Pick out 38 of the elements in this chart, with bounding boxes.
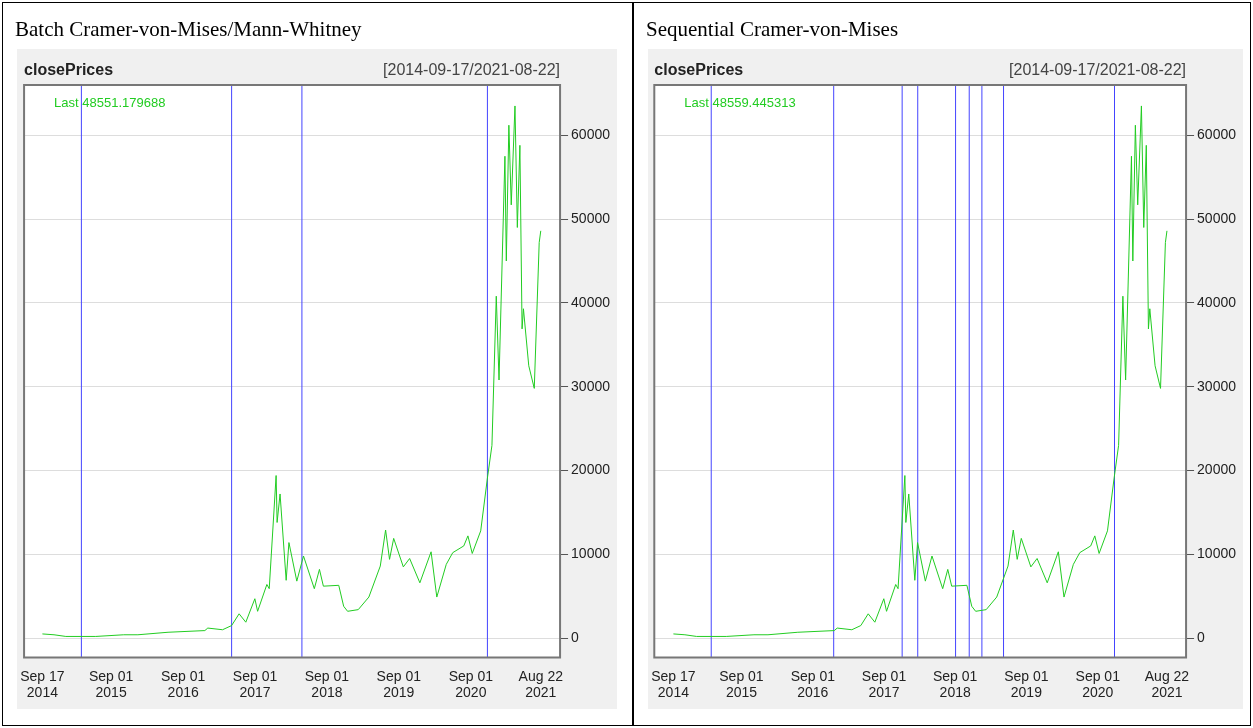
y-tick-label: 60000 bbox=[1197, 126, 1237, 143]
x-tick-label: Sep 01 2017 bbox=[232, 667, 278, 701]
text: [2014-09-17/2021-08-22] bbox=[1009, 61, 1187, 78]
y-tick-label: 20000 bbox=[1197, 461, 1237, 478]
y-tick-label: 40000 bbox=[1197, 293, 1237, 310]
chart-title: Sequential Cramer-von-Mises bbox=[645, 16, 900, 43]
text: [2014-09-17/2021-08-22] bbox=[383, 61, 561, 78]
chart-subtitle: closePrices bbox=[24, 61, 114, 78]
annotation: Last 48559.445313 bbox=[684, 95, 796, 110]
x-tick-label: Sep 01 2016 bbox=[790, 667, 836, 701]
y-tick-label: 30000 bbox=[1197, 377, 1237, 394]
x-tick-label: Sep 01 2020 bbox=[448, 667, 494, 701]
x-tick-label: Sep 17 2014 bbox=[20, 667, 65, 701]
y-tick-label: 0 bbox=[571, 628, 580, 645]
y-tick-label: 40000 bbox=[571, 293, 611, 310]
x-tick-label: Sep 01 2019 bbox=[1004, 667, 1049, 701]
y-tick-label: 10000 bbox=[1197, 545, 1237, 562]
y-tick-label: 0 bbox=[1197, 628, 1206, 645]
y-tick-label: 10000 bbox=[571, 545, 611, 562]
x-tick-label: Sep 01 2015 bbox=[88, 667, 134, 701]
chart-subtitle: closePrices bbox=[654, 61, 744, 78]
x-tick-label: Sep 01 2017 bbox=[861, 667, 907, 701]
x-tick-label: Sep 01 2015 bbox=[719, 667, 764, 701]
y-tick-label: 60000 bbox=[571, 126, 611, 143]
y-tick-label: 30000 bbox=[571, 377, 611, 394]
y-tick-label: 50000 bbox=[1197, 209, 1237, 226]
x-tick-label: Aug 22 2021 bbox=[518, 667, 564, 701]
y-tick-label: 20000 bbox=[571, 461, 611, 478]
x-tick-label: Sep 01 2018 bbox=[304, 667, 350, 701]
x-tick-label: Sep 01 2016 bbox=[160, 667, 206, 701]
y-tick-label: 50000 bbox=[571, 209, 611, 226]
x-tick-label: Sep 01 2019 bbox=[376, 667, 422, 701]
x-tick-label: Sep 17 2014 bbox=[651, 667, 696, 701]
x-tick-label: Aug 22 2021 bbox=[1144, 667, 1190, 701]
annotation: Last 48551.179688 bbox=[54, 95, 166, 110]
x-tick-label: Sep 01 2018 bbox=[932, 667, 978, 701]
chart-title: Batch Cramer-von-Mises/Mann-Whitney bbox=[14, 16, 363, 43]
x-tick-label: Sep 01 2020 bbox=[1075, 667, 1121, 701]
